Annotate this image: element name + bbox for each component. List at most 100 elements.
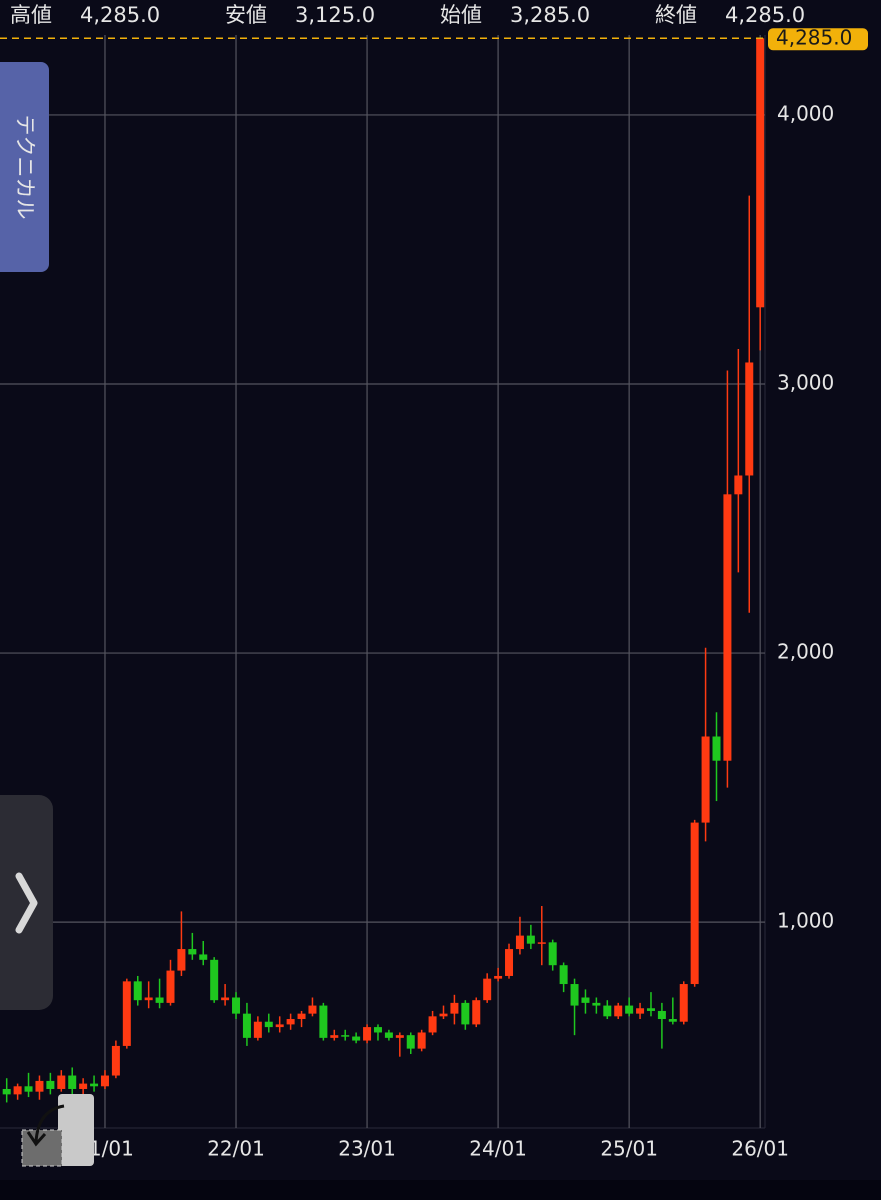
candle-body	[199, 954, 208, 960]
candle-body	[505, 949, 514, 976]
candle-body	[111, 1045, 120, 1076]
candle-body	[253, 1021, 262, 1038]
candle-body	[581, 997, 590, 1003]
candle-body	[330, 1035, 339, 1038]
candle-body	[701, 736, 710, 823]
y-tick-label: 2,000	[777, 640, 834, 664]
candle-body	[646, 1008, 655, 1011]
candle-body	[297, 1013, 306, 1020]
candle-body	[319, 1005, 328, 1038]
candle-body	[221, 997, 230, 1001]
stat-label: 始値	[440, 3, 482, 27]
candle-body	[559, 965, 568, 985]
icon-arrow	[26, 1104, 65, 1147]
icon-back	[58, 1094, 94, 1166]
candle-body	[373, 1027, 382, 1033]
candle-body	[275, 1024, 284, 1028]
candle-body	[668, 1019, 677, 1022]
expand-panel[interactable]	[0, 795, 53, 1010]
candle-body	[232, 997, 241, 1014]
header: 高値 4,285.0 安値 3,125.0 始値 3,285.0 終値 4,28…	[10, 3, 805, 27]
candle-body	[155, 997, 164, 1003]
candle-body	[286, 1019, 295, 1025]
candle-body	[472, 1000, 481, 1025]
candle-body	[548, 942, 557, 966]
overlay: 4,285.0	[0, 26, 868, 1167]
candle-body	[188, 949, 197, 955]
candle-body	[592, 1002, 601, 1006]
candle-body	[341, 1035, 350, 1037]
candle-body	[144, 997, 153, 1001]
candle-body	[515, 935, 524, 950]
technical-tab[interactable]	[0, 62, 49, 272]
candle-body	[636, 1008, 645, 1014]
candle-body	[461, 1002, 470, 1025]
stat-label: 安値	[225, 3, 267, 27]
candle-body	[657, 1010, 666, 1020]
candle-body	[308, 1005, 317, 1014]
candle-body	[745, 362, 754, 476]
candle-body	[570, 984, 579, 1006]
stat-label: 終値	[655, 3, 697, 27]
y-tick-label: 1,000	[777, 909, 834, 933]
last-price-label: 4,285.0	[776, 26, 852, 50]
candle-body	[122, 981, 131, 1046]
candle-body	[68, 1075, 77, 1089]
candle-body	[166, 970, 175, 1003]
candle-body	[210, 959, 219, 1001]
candle-body	[406, 1035, 415, 1049]
candle-body	[450, 1002, 459, 1014]
candle-body	[679, 984, 688, 1022]
candle-body	[264, 1021, 273, 1028]
stat-label: 高値	[10, 3, 52, 27]
candle-body	[242, 1013, 251, 1038]
candle-body	[417, 1032, 426, 1049]
candle-body	[133, 981, 142, 1001]
chevron-icon[interactable]	[15, 872, 38, 934]
candle-body	[90, 1083, 99, 1087]
x-tick-label: 23/01	[338, 1137, 396, 1161]
last-price-tag	[768, 28, 868, 51]
candle-body	[483, 978, 492, 1001]
x-tick-label: 24/01	[469, 1137, 527, 1161]
candle-body	[57, 1075, 66, 1089]
stat-value: 3,285.0	[510, 3, 590, 27]
candle-body	[723, 494, 732, 761]
candle-body	[614, 1005, 623, 1017]
candle-body	[24, 1086, 33, 1092]
candle-body	[494, 975, 503, 979]
candle-body	[384, 1032, 393, 1038]
candle-body	[690, 822, 699, 985]
candle-body	[35, 1080, 44, 1092]
x-tick-label: 26/01	[731, 1137, 789, 1161]
candle-body	[395, 1035, 404, 1038]
x-tick-label: 22/01	[207, 1137, 265, 1161]
candles	[2, 38, 765, 1103]
candle-body	[46, 1080, 55, 1089]
technical-tab-label[interactable]: テクニカル	[13, 115, 37, 220]
candle-body	[352, 1036, 361, 1041]
candle-body	[734, 475, 743, 495]
candle-body	[625, 1005, 634, 1014]
candle-body	[100, 1075, 109, 1087]
candle-body	[712, 736, 721, 761]
x-tick-label: 25/01	[600, 1137, 658, 1161]
y-tick-label: 4,000	[777, 101, 834, 125]
stat-value: 4,285.0	[80, 3, 160, 27]
candle-body	[79, 1083, 88, 1089]
candle-body	[363, 1027, 372, 1041]
candle-body	[13, 1086, 22, 1095]
candle-body	[177, 949, 186, 971]
candle-body	[2, 1088, 11, 1095]
candle-body	[439, 1013, 448, 1017]
candle-body	[526, 935, 535, 944]
y-tick-label: 3,000	[777, 370, 834, 394]
stat-value: 3,125.0	[295, 3, 375, 27]
candle-body	[428, 1016, 437, 1033]
stat-value: 4,285.0	[725, 3, 805, 27]
bottom-bar	[0, 1180, 881, 1200]
candle-body	[537, 942, 546, 944]
candle-body	[756, 38, 765, 308]
